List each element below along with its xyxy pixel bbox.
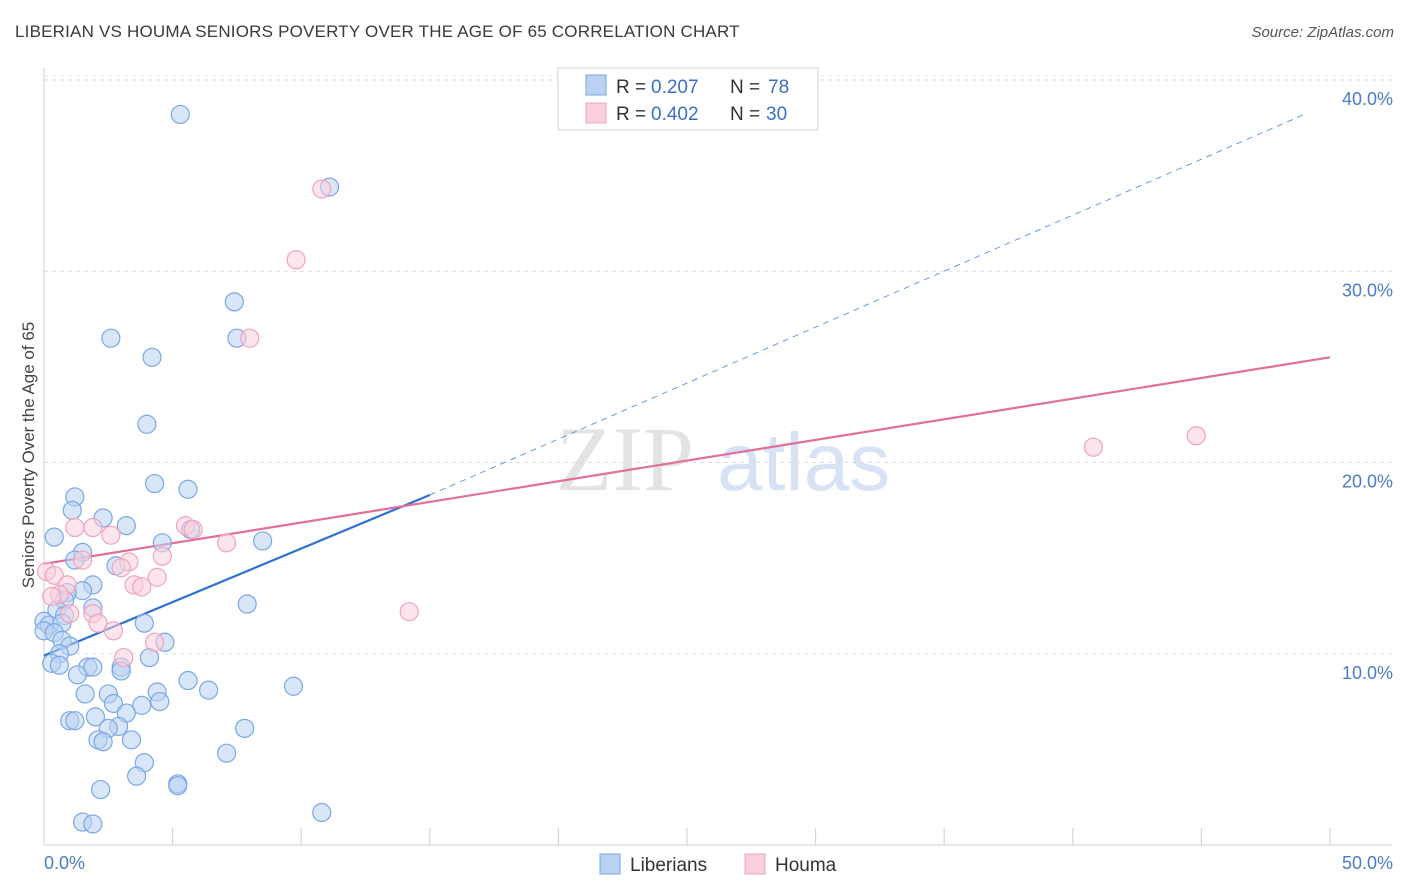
chart-title: LIBERIAN VS HOUMA SENIORS POVERTY OVER T…	[15, 22, 740, 41]
point-liberians	[65, 711, 85, 731]
point-liberians	[283, 676, 304, 696]
legend-r-label-liberians: R =	[616, 77, 646, 98]
trend-line-houma	[43, 356, 1331, 565]
point-houma	[217, 533, 237, 553]
point-liberians	[137, 414, 157, 434]
point-liberians	[49, 655, 70, 675]
point-liberians	[75, 684, 95, 704]
point-houma	[240, 328, 260, 348]
legend-n-value-liberians: 78	[768, 77, 789, 98]
legend-n-value-houma: 30	[766, 104, 787, 125]
point-liberians	[144, 473, 165, 494]
y-tick-label: 30.0%	[1342, 280, 1393, 300]
axes: 10.0% 20.0% 30.0% 40.0% 0.0% 50.0%	[43, 68, 1393, 873]
trend-lines	[43, 113, 1331, 657]
series-houma	[36, 179, 1206, 668]
point-liberians	[126, 766, 147, 786]
legend-swatch-liberians	[585, 74, 607, 96]
y-tick-label: 10.0%	[1342, 663, 1393, 683]
point-liberians	[170, 104, 190, 125]
point-houma	[44, 565, 64, 585]
legend-bottom: Liberians Houma	[599, 853, 837, 876]
point-liberians	[44, 527, 64, 547]
point-houma	[286, 250, 306, 270]
point-liberians	[235, 718, 255, 738]
x-tick-label-min: 0.0%	[44, 853, 85, 873]
legend-bottom-label-houma: Houma	[775, 855, 837, 876]
point-liberians	[101, 328, 121, 348]
point-houma	[72, 550, 93, 570]
point-houma	[83, 517, 103, 538]
x-tick-label-max: 50.0%	[1342, 853, 1393, 873]
point-houma	[152, 546, 172, 566]
point-liberians	[217, 743, 237, 763]
point-liberians	[237, 594, 257, 614]
point-liberians	[253, 531, 273, 551]
point-liberians	[224, 292, 244, 312]
legend-bottom-swatch-houma	[744, 853, 766, 875]
point-houma	[88, 613, 108, 633]
point-liberians	[93, 732, 113, 752]
point-liberians	[90, 779, 111, 800]
point-houma	[312, 179, 332, 199]
point-houma	[111, 558, 131, 578]
point-houma	[103, 621, 124, 641]
legend-r-value-liberians: 0.207	[651, 77, 699, 98]
point-liberians	[121, 730, 142, 750]
legend-n-label-liberians: N =	[730, 77, 760, 98]
point-liberians	[67, 665, 88, 685]
point-liberians	[178, 670, 198, 691]
point-liberians	[83, 814, 103, 834]
point-houma	[132, 577, 152, 597]
point-liberians	[150, 691, 170, 712]
point-liberians	[199, 680, 219, 700]
point-houma	[1083, 437, 1103, 457]
point-houma	[114, 647, 134, 668]
trend-extension-liberians	[429, 113, 1305, 496]
legend-bottom-swatch-liberians	[599, 853, 621, 875]
point-houma	[147, 567, 167, 587]
legend-swatch-houma	[585, 102, 607, 124]
point-liberians	[85, 707, 106, 727]
legend-r-label-houma: R =	[616, 104, 646, 125]
point-houma	[60, 603, 80, 624]
legend-r-value-houma: 0.402	[651, 104, 699, 125]
y-axis-label: Seniors Poverty Over the Age of 65	[19, 322, 38, 588]
point-liberians	[132, 695, 152, 715]
point-liberians	[178, 479, 198, 499]
watermark-zip: ZIP	[556, 408, 694, 510]
point-liberians	[83, 657, 103, 677]
point-liberians	[62, 500, 82, 520]
point-liberians	[116, 516, 136, 536]
legend-top: R = 0.207 N = 78 R = 0.402 N = 30	[557, 67, 819, 131]
point-liberians	[312, 802, 332, 823]
point-liberians	[103, 693, 124, 714]
point-liberians	[134, 613, 154, 633]
point-houma	[183, 519, 203, 540]
point-houma	[42, 586, 62, 606]
y-tick-label: 40.0%	[1342, 89, 1393, 109]
point-houma	[101, 525, 121, 545]
point-houma	[1186, 426, 1206, 446]
y-tick-label: 20.0%	[1342, 472, 1393, 492]
point-liberians	[142, 347, 162, 367]
legend-n-label-houma: N =	[730, 104, 760, 125]
point-houma	[399, 602, 419, 622]
point-houma	[65, 517, 85, 538]
point-houma	[144, 632, 165, 652]
source-credit: Source: ZipAtlas.com	[1251, 24, 1394, 41]
gridlines	[44, 75, 1392, 655]
point-liberians	[168, 776, 188, 796]
series-liberians	[34, 104, 340, 834]
legend-bottom-label-liberians: Liberians	[630, 855, 707, 876]
data-points	[34, 104, 1206, 834]
